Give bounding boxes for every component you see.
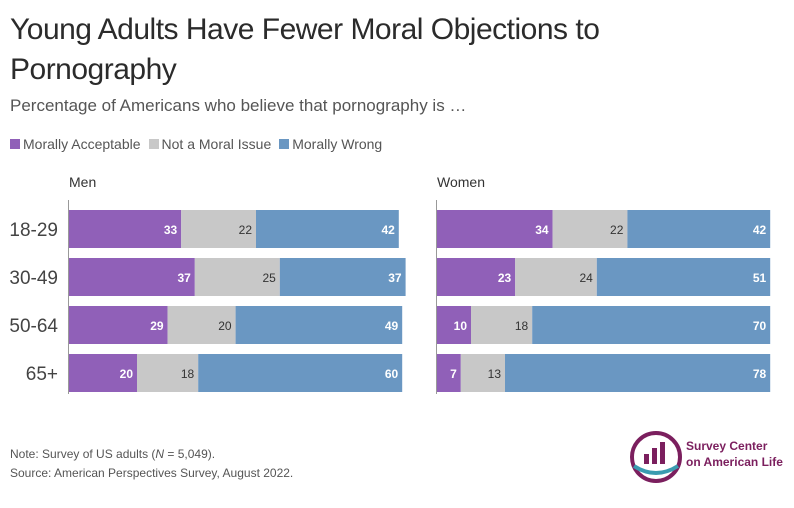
data-label-women-50-64-not-moral: 18: [515, 319, 529, 333]
data-label-men-65+-not-moral: 18: [181, 367, 195, 381]
category-label-18-29: 18-29: [9, 220, 58, 241]
data-label-men-30-49-not-moral: 25: [262, 271, 276, 285]
data-label-men-65+-wrong: 60: [385, 367, 399, 381]
data-label-women-65+-acceptable: 7: [450, 367, 457, 381]
data-label-men-18-29-wrong: 42: [381, 223, 395, 237]
data-label-men-50-64-acceptable: 29: [150, 319, 164, 333]
logo-text: Survey Center on American Life: [686, 438, 783, 470]
chart-title: Young Adults Have Fewer Moral Objections…: [10, 13, 600, 86]
bar-women-18-29-acceptable: [437, 210, 553, 248]
panel-title-men: Men: [69, 174, 96, 190]
legend-swatch-wrong: [279, 139, 290, 149]
legend-item-acceptable: Morally Acceptable: [10, 136, 141, 152]
footer-note-suffix: = 5,049).: [164, 447, 216, 461]
legend-label-acceptable: Morally Acceptable: [23, 136, 141, 152]
bar-women-30-49-not-moral: [515, 258, 597, 296]
legend-label-wrong: Morally Wrong: [292, 136, 383, 152]
bar-men-65+-acceptable: [69, 354, 137, 392]
data-label-women-50-64-acceptable: 10: [454, 319, 468, 333]
bar-women-30-49-wrong: [596, 258, 771, 296]
footer-note-n: N: [155, 447, 165, 461]
logo-mark-icon: [630, 431, 682, 483]
data-label-women-18-29-wrong: 42: [753, 223, 767, 237]
data-label-women-30-49-wrong: 51: [753, 271, 767, 285]
footer-note-prefix: Note: Survey of US adults (: [10, 447, 156, 461]
bar-women-50-64-wrong: [532, 306, 771, 344]
bar-men-50-64-wrong: [235, 306, 403, 344]
bar-men-65+-not-moral: [137, 354, 199, 392]
data-label-women-30-49-acceptable: 23: [498, 271, 512, 285]
bar-women-65+-wrong: [505, 354, 771, 392]
data-label-women-30-49-not-moral: 24: [579, 271, 593, 285]
data-label-women-18-29-not-moral: 22: [610, 223, 624, 237]
footer-note: Note: Survey of US adults (N = 5,049).: [10, 445, 293, 464]
data-label-men-18-29-not-moral: 22: [239, 223, 253, 237]
category-label-65+: 65+: [26, 364, 58, 385]
bar-women-50-64-not-moral: [471, 306, 533, 344]
survey-center-logo: Survey Center on American Life: [628, 428, 788, 488]
bar-men-30-49-not-moral: [194, 258, 280, 296]
bar-women-65+-not-moral: [460, 354, 505, 392]
bar-men-18-29-not-moral: [181, 210, 256, 248]
panel-title-women: Women: [437, 174, 485, 190]
category-label-30-49: 30-49: [9, 268, 58, 289]
legend: Morally Acceptable Not a Moral Issue Mor…: [10, 136, 382, 152]
data-label-women-65+-not-moral: 13: [488, 367, 502, 381]
bar-women-65+-acceptable: [437, 354, 461, 392]
footer: Note: Survey of US adults (N = 5,049). S…: [10, 445, 293, 483]
data-label-women-18-29-acceptable: 34: [535, 223, 549, 237]
legend-label-not-moral: Not a Moral Issue: [161, 136, 272, 152]
data-label-men-50-64-not-moral: 20: [218, 319, 232, 333]
data-label-women-65+-wrong: 78: [753, 367, 767, 381]
legend-item-not-moral: Not a Moral Issue: [148, 136, 272, 152]
data-label-men-30-49-wrong: 37: [388, 271, 402, 285]
legend-item-wrong: Morally Wrong: [279, 136, 382, 152]
bar-men-18-29-acceptable: [69, 210, 182, 248]
bar-women-30-49-acceptable: [437, 258, 516, 296]
logo-text-line1: Survey Center: [686, 439, 768, 453]
data-label-men-65+-acceptable: 20: [120, 367, 134, 381]
category-label-50-64: 50-64: [9, 316, 58, 337]
bar-men-30-49-wrong: [279, 258, 406, 296]
legend-swatch-acceptable: [10, 139, 20, 149]
bar-men-65+-wrong: [198, 354, 403, 392]
footer-source: Source: American Perspectives Survey, Au…: [10, 466, 294, 480]
logo-text-line2: on American Life: [686, 455, 783, 469]
data-label-men-30-49-acceptable: 37: [177, 271, 191, 285]
bar-women-50-64-acceptable: [437, 306, 471, 344]
data-label-men-18-29-acceptable: 33: [164, 223, 178, 237]
data-label-women-50-64-wrong: 70: [753, 319, 767, 333]
bar-men-50-64-acceptable: [69, 306, 168, 344]
bar-women-18-29-not-moral: [552, 210, 628, 248]
bar-men-50-64-not-moral: [167, 306, 236, 344]
bar-men-30-49-acceptable: [69, 258, 195, 296]
legend-swatch-not-moral: [148, 139, 159, 149]
bar-men-18-29-wrong: [256, 210, 399, 248]
data-label-men-50-64-wrong: 49: [385, 319, 399, 333]
stacked-bar-chart: 18-29 30-49 50-64 65+ Men 33 22 42 37 25 37 29 20 49 2…: [9, 174, 771, 394]
chart-subtitle: Percentage of Americans who believe that…: [10, 96, 467, 115]
bar-women-18-29-wrong: [627, 210, 771, 248]
